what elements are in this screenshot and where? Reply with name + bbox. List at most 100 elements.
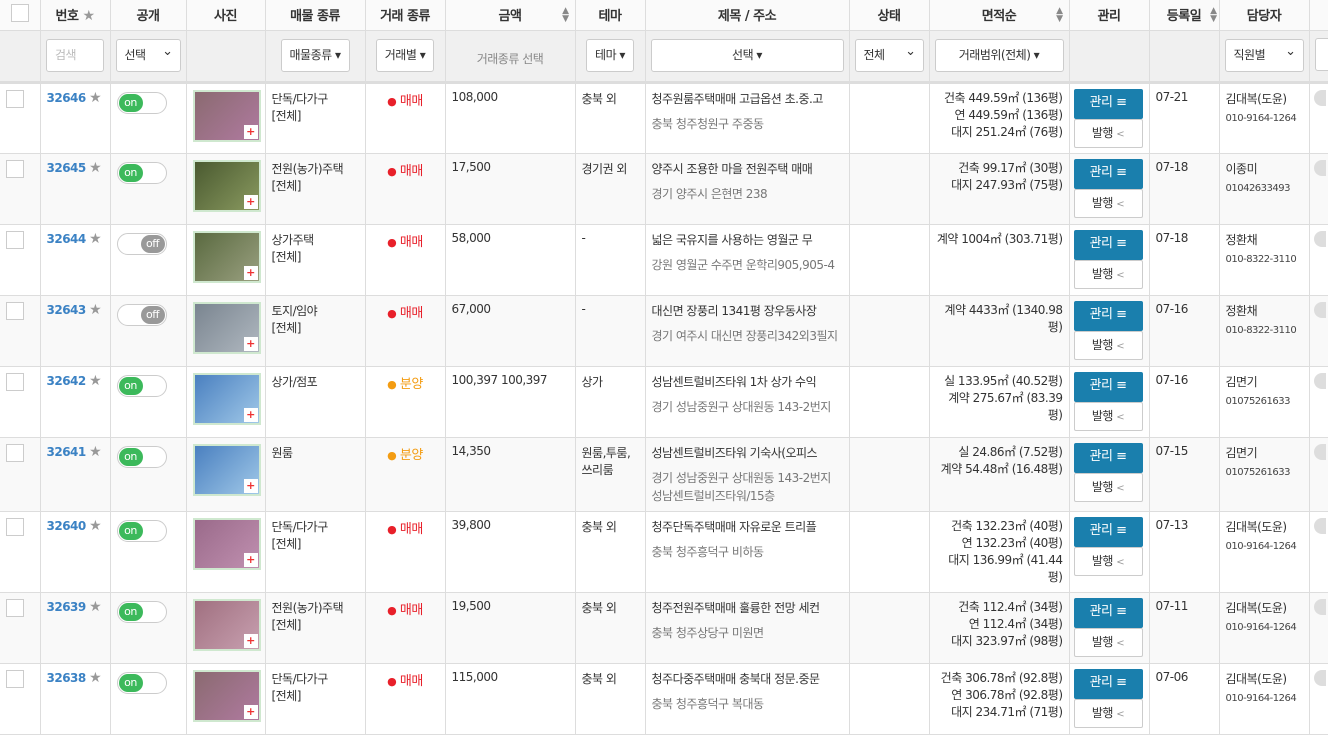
listing-title[interactable]: 청주단독주택매매 자유로운 트리플	[651, 519, 817, 534]
public-toggle[interactable]: on	[116, 671, 167, 694]
row-checkbox[interactable]	[6, 517, 24, 536]
star-icon[interactable]: ★	[89, 159, 102, 176]
sort-icon[interactable]: ▲ ▼	[562, 6, 569, 24]
plus-icon[interactable]: +	[243, 194, 258, 209]
star-icon[interactable]: ★	[89, 517, 102, 534]
publish-button[interactable]: 발행 <	[1073, 627, 1143, 657]
public-toggle[interactable]: on	[116, 374, 167, 397]
listing-number-link[interactable]: 32644	[46, 231, 87, 246]
listing-title[interactable]: 대신면 장풍리 1341평 장우동사장	[651, 303, 817, 318]
listing-title[interactable]: 넓은 국유지를 사용하는 영월군 무	[651, 232, 813, 247]
listing-title[interactable]: 청주원룸주택매매 고급옵션 초.중.고	[651, 91, 824, 106]
manage-button[interactable]: 관리 ≡	[1073, 300, 1143, 331]
public-toggle[interactable]: off	[116, 232, 167, 255]
public-toggle[interactable]: on	[116, 600, 167, 623]
listing-photo[interactable]: +	[192, 372, 261, 425]
header-price[interactable]: 금액 ▲ ▼	[445, 0, 576, 31]
plus-icon[interactable]: +	[243, 336, 258, 351]
listing-number-link[interactable]: 32645	[46, 160, 87, 175]
manage-button[interactable]: 관리 ≡	[1073, 597, 1143, 628]
star-icon[interactable]: ★	[82, 8, 95, 25]
listing-title[interactable]: 청주다중주택매매 충북대 정문.중문	[651, 671, 821, 686]
plus-icon[interactable]: +	[243, 407, 258, 422]
row-checkbox[interactable]	[6, 443, 24, 462]
area-range-dropdown[interactable]: 거래범위(전체) ▾	[934, 39, 1064, 72]
title-dropdown[interactable]: 선택 ▾	[650, 39, 844, 72]
select-all-checkbox[interactable]	[10, 3, 29, 22]
star-icon[interactable]: ★	[89, 443, 102, 460]
publish-button[interactable]: 발행 <	[1073, 401, 1143, 431]
listing-number-link[interactable]: 32638	[46, 670, 87, 685]
manage-button[interactable]: 관리 ≡	[1073, 442, 1143, 473]
listing-photo[interactable]: +	[192, 230, 261, 283]
header-date[interactable]: 등록일 ▲ ▼	[1149, 0, 1220, 31]
publish-button[interactable]: 발행 <	[1073, 698, 1143, 728]
plus-icon[interactable]: +	[243, 552, 258, 567]
sort-icon[interactable]: ▲ ▼	[1056, 6, 1063, 24]
listing-number-link[interactable]: 32646	[46, 90, 87, 105]
star-icon[interactable]: ★	[89, 598, 102, 615]
listing-number-link[interactable]: 32639	[46, 599, 87, 614]
row-checkbox[interactable]	[6, 598, 24, 617]
publish-button[interactable]: 발행 <	[1073, 546, 1143, 576]
row-checkbox[interactable]	[6, 372, 24, 391]
listing-photo[interactable]: +	[192, 443, 261, 496]
status-select[interactable]: 전체	[854, 36, 924, 72]
sort-icon[interactable]: ▲ ▼	[1210, 6, 1217, 24]
listing-photo[interactable]: +	[192, 89, 261, 142]
listing-photo[interactable]: +	[192, 301, 261, 354]
listing-number-link[interactable]: 32642	[46, 373, 87, 388]
star-icon[interactable]: ★	[89, 301, 102, 318]
row-checkbox[interactable]	[6, 301, 24, 320]
manage-button[interactable]: 관리 ≡	[1073, 229, 1143, 260]
public-toggle[interactable]: off	[116, 303, 167, 326]
listing-title[interactable]: 청주전원주택매매 훌륭한 전망 세컨	[651, 600, 821, 615]
plus-icon[interactable]: +	[243, 265, 258, 280]
listing-number-link[interactable]: 32643	[46, 302, 87, 317]
listing-photo[interactable]: +	[192, 598, 261, 651]
listing-photo[interactable]: +	[192, 669, 261, 722]
deal-dropdown[interactable]: 거래별 ▾	[375, 39, 435, 72]
theme-dropdown[interactable]: 테마 ▾	[586, 39, 634, 72]
public-toggle[interactable]: on	[116, 91, 167, 114]
listing-number-link[interactable]: 32641	[46, 444, 87, 459]
plus-icon[interactable]: +	[243, 478, 258, 493]
agent-select[interactable]: 직원별	[1224, 36, 1304, 72]
listing-photo[interactable]: +	[192, 159, 261, 212]
plus-icon[interactable]: +	[243, 704, 258, 719]
row-checkbox[interactable]	[6, 669, 24, 688]
property-type: 단독/다가구	[271, 519, 329, 534]
header-no[interactable]: 번호 ★	[40, 0, 111, 31]
public-toggle[interactable]: on	[116, 519, 167, 542]
listing-title[interactable]: 양주시 조용한 마을 전원주택 매매	[651, 161, 813, 176]
public-select[interactable]: 선택	[115, 36, 181, 72]
plus-icon[interactable]: +	[243, 633, 258, 648]
row-checkbox[interactable]	[6, 230, 24, 249]
plus-icon[interactable]: +	[243, 124, 258, 139]
star-icon[interactable]: ★	[89, 372, 102, 389]
star-icon[interactable]: ★	[89, 669, 102, 686]
search-input[interactable]: 검색	[46, 39, 104, 72]
listing-photo[interactable]: +	[192, 517, 261, 570]
publish-button[interactable]: 발행 <	[1073, 118, 1143, 148]
listing-title[interactable]: 성남센트럴비즈타워 1차 상가 수익	[651, 374, 817, 389]
header-area[interactable]: 면적순 ▲ ▼	[929, 0, 1070, 31]
row-checkbox[interactable]	[6, 89, 24, 108]
type-dropdown[interactable]: 매물종류 ▾	[280, 39, 350, 72]
manage-button[interactable]: 관리 ≡	[1073, 668, 1143, 699]
publish-button[interactable]: 발행 <	[1073, 330, 1143, 360]
publish-button[interactable]: 발행 <	[1073, 188, 1143, 218]
manage-button[interactable]: 관리 ≡	[1073, 158, 1143, 189]
listing-number-link[interactable]: 32640	[46, 518, 87, 533]
star-icon[interactable]: ★	[89, 89, 102, 106]
manage-button[interactable]: 관리 ≡	[1073, 516, 1143, 547]
manage-button[interactable]: 관리 ≡	[1073, 371, 1143, 402]
manage-button[interactable]: 관리 ≡	[1073, 88, 1143, 119]
row-checkbox[interactable]	[6, 159, 24, 178]
public-toggle[interactable]: on	[116, 161, 167, 184]
publish-button[interactable]: 발행 <	[1073, 259, 1143, 289]
listing-title[interactable]: 성남센트럴비즈타워 기숙사(오피스	[651, 445, 818, 460]
publish-button[interactable]: 발행 <	[1073, 472, 1143, 502]
public-toggle[interactable]: on	[116, 445, 167, 468]
star-icon[interactable]: ★	[89, 230, 102, 247]
